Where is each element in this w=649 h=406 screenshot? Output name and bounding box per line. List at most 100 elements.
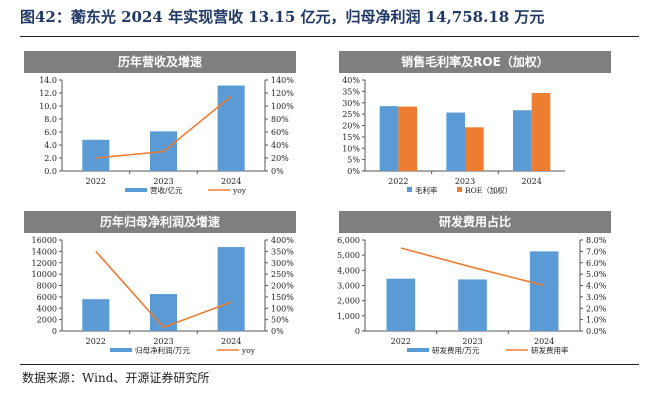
x-tick-label: 2023 — [153, 177, 173, 186]
y-tick-label: 2000 — [37, 316, 57, 325]
chart-net-profit: 历年归母净利润及增速 0 2000 4000 6000 8000 10000 12000 14… — [10, 205, 310, 365]
bar — [398, 106, 417, 171]
y-tick-label: 20% — [342, 122, 360, 131]
y-tick-label: 4000 — [37, 304, 57, 313]
top-rule — [20, 36, 639, 37]
bottom-rule — [20, 364, 639, 365]
y2-tick-label: 400% — [271, 236, 294, 245]
y2-tick-label: 100% — [271, 102, 294, 111]
bar — [217, 247, 245, 331]
bar — [379, 106, 399, 171]
y2-tick-label: 140% — [271, 76, 294, 85]
chart-svg: 0 2000 4000 6000 8000 10000 12000 14000 16000 0% 5… — [32, 236, 295, 355]
y2-tick-label: 20% — [271, 154, 289, 163]
x-tick-label: 2024 — [221, 177, 241, 186]
y2-tick-label: 7.0% — [586, 247, 607, 256]
y-tick-label: 6.0 — [44, 128, 57, 137]
y-tick-label: 1,000 — [337, 312, 360, 321]
legend-label: 归母净利润/万元 — [135, 345, 191, 355]
chart-title: 销售毛利率及ROE（加权） — [339, 51, 611, 73]
chart-margin-roe: 销售毛利率及ROE（加权） 0% 5% 10% 15% 20% 25% 30% 35% 40% 2… — [325, 45, 625, 205]
y-tick-label: 30% — [342, 99, 360, 108]
y2-tick-label: 4.0% — [586, 282, 607, 291]
legend-swatch — [110, 348, 132, 352]
y-tick-label: 14.0 — [39, 76, 57, 85]
y-tick-label: 5% — [347, 156, 360, 165]
legend-swatch — [457, 187, 462, 192]
legend-label: yoy — [241, 346, 256, 355]
y2-tick-label: 150% — [271, 293, 294, 302]
legend-swatch — [407, 187, 412, 192]
legend-label: 毛利率 — [415, 185, 438, 195]
y2-tick-label: 5.0% — [586, 270, 607, 279]
legend-label: yoy — [232, 186, 247, 195]
y2-tick-label: 120% — [271, 89, 294, 98]
legend-swatch — [407, 348, 429, 352]
x-tick-label: 2023 — [455, 177, 475, 186]
y-tick-label: 16000 — [32, 236, 57, 245]
bar — [386, 278, 416, 331]
y-tick-label: 5,000 — [337, 251, 360, 260]
y2-tick-label: 350% — [271, 247, 294, 256]
y-tick-label: 6000 — [37, 293, 57, 302]
legend-label: 研发费用率 — [531, 345, 569, 355]
y-tick-label: 0% — [347, 167, 360, 176]
y-tick-label: 3,000 — [337, 282, 360, 291]
chart-svg: 0.0 2.0 4.0 6.0 8.0 10.0 12.0 14.0 0% 20% 40% 60% 80… — [39, 76, 294, 195]
y-tick-label: 8.0 — [44, 115, 57, 124]
y-tick-label: 12.0 — [39, 89, 57, 98]
y2-tick-label: 0% — [271, 327, 284, 336]
x-tick-label: 2024 — [221, 337, 241, 346]
bar — [446, 112, 465, 171]
bar — [82, 299, 110, 331]
y2-tick-label: 2.0% — [586, 304, 607, 313]
y2-tick-label: 80% — [271, 115, 289, 124]
x-tick-label: 2023 — [153, 337, 173, 346]
bar — [531, 92, 551, 171]
bar — [458, 279, 487, 331]
x-tick-label: 2022 — [391, 337, 411, 346]
y2-tick-label: 1.0% — [586, 316, 607, 325]
y-tick-label: 10.0 — [39, 102, 57, 111]
bar — [513, 110, 532, 171]
y2-tick-label: 0% — [271, 167, 284, 176]
x-tick-label: 2022 — [86, 177, 106, 186]
y-tick-label: 40% — [342, 76, 360, 85]
y-tick-label: 4,000 — [337, 266, 360, 275]
y2-tick-label: 60% — [271, 128, 289, 137]
chart-title: 历年归母净利润及增速 — [24, 211, 296, 233]
y-tick-label: 0 — [355, 327, 360, 336]
series-line — [95, 250, 232, 329]
legend-label: 研发费用/万元 — [432, 345, 480, 355]
y2-tick-label: 250% — [271, 270, 294, 279]
bar — [529, 251, 559, 331]
figure-title: 图42：蘅东光 2024 年实现营收 13.15 亿元，归母净利润 14,758… — [20, 8, 545, 26]
series-line — [400, 247, 545, 287]
bar — [217, 85, 245, 171]
chart-title: 历年营收及增速 — [24, 51, 296, 73]
y-tick-label: 4.0 — [44, 141, 57, 150]
y-tick-label: 35% — [342, 87, 360, 96]
legend-label: 营收/亿元 — [150, 185, 183, 195]
y-tick-label: 8000 — [37, 282, 57, 291]
y-tick-label: 25% — [342, 110, 360, 119]
x-tick-label: 2024 — [534, 337, 554, 346]
x-tick-label: 2022 — [388, 177, 408, 186]
bar — [82, 139, 110, 171]
series-line — [95, 95, 232, 159]
legend-label: ROE（加权） — [465, 185, 512, 195]
y-tick-label: 10% — [342, 144, 360, 153]
y2-tick-label: 0.0% — [586, 327, 607, 336]
x-tick-label: 2024 — [521, 177, 541, 186]
bar — [149, 294, 178, 331]
y-tick-label: 6,000 — [337, 236, 360, 245]
y-tick-label: 0 — [52, 327, 57, 336]
y2-tick-label: 8.0% — [586, 236, 607, 245]
y-tick-label: 2.0 — [44, 154, 57, 163]
y-tick-label: 0.0 — [44, 167, 57, 176]
y2-tick-label: 200% — [271, 282, 294, 291]
y2-tick-label: 3.0% — [586, 293, 607, 302]
chart-svg: 0 1,000 2,000 3,000 4,000 5,000 6,000 0.0% 1.0% 2… — [337, 236, 607, 355]
y-tick-label: 10000 — [32, 270, 57, 279]
chart-svg: 0% 5% 10% 15% 20% 25% 30% 35% 40% 2022 2023 2024 毛利率… — [342, 76, 565, 195]
